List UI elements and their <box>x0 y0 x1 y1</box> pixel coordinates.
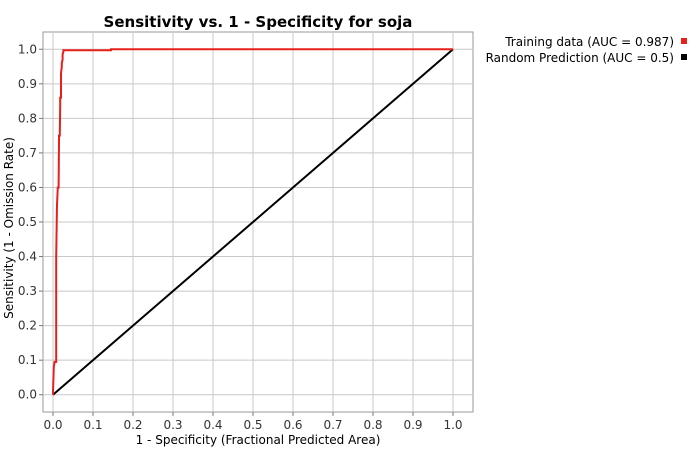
chart-title: Sensitivity vs. 1 - Specificity for soja <box>104 13 413 31</box>
random-prediction-line <box>52 48 454 396</box>
y-tick-label: 0.8 <box>18 111 37 125</box>
legend-label: Training data (AUC = 0.987) <box>504 35 674 49</box>
y-axis-label: Sensitivity (1 - Omission Rate) <box>2 137 16 319</box>
y-tick-label: 0.1 <box>18 353 37 367</box>
x-tick-label: 0.9 <box>403 418 422 432</box>
y-tick-label: 0.2 <box>18 319 37 333</box>
x-tick-label: 0.4 <box>203 418 222 432</box>
legend-swatch <box>681 38 687 44</box>
axis-ticks: 0.0 0.1 0.2 0.3 0.4 0.5 0.6 0.7 0.8 0.9 1.0 0.0 0.1 0… <box>18 42 463 432</box>
x-tick-label: 0.0 <box>43 418 62 432</box>
y-tick-label: 0.9 <box>18 77 37 91</box>
y-tick-label: 0.0 <box>18 388 37 402</box>
legend-label: Random Prediction (AUC = 0.5) <box>486 51 674 65</box>
x-tick-label: 0.5 <box>243 418 262 432</box>
x-tick-label: 0.7 <box>323 418 342 432</box>
x-tick-label: 0.8 <box>363 418 382 432</box>
x-tick-label: 0.6 <box>283 418 302 432</box>
grid-lines <box>43 32 473 412</box>
y-tick-label: 0.5 <box>18 215 37 229</box>
training-data-line <box>52 48 453 395</box>
y-tick-label: 0.7 <box>18 146 37 160</box>
y-tick-label: 1.0 <box>18 42 37 56</box>
x-tick-label: 0.3 <box>163 418 182 432</box>
y-tick-label: 0.3 <box>18 284 37 298</box>
data-series <box>52 48 454 396</box>
y-tick-label: 0.4 <box>18 250 37 264</box>
y-tick-label: 0.6 <box>18 180 37 194</box>
x-tick-label: 0.1 <box>83 418 102 432</box>
x-tick-label: 0.2 <box>123 418 142 432</box>
x-tick-label: 1.0 <box>443 418 462 432</box>
x-axis-label: 1 - Specificity (Fractional Predicted Ar… <box>136 433 381 447</box>
legend: Training data (AUC = 0.987) Random Predic… <box>486 35 687 65</box>
legend-swatch <box>681 54 687 60</box>
